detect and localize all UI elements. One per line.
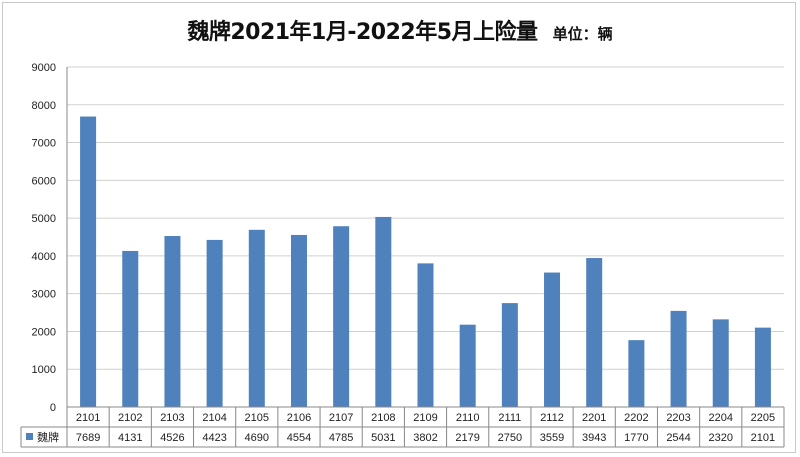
x-tick-label: 2107 bbox=[329, 412, 353, 424]
data-label: 3943 bbox=[582, 432, 606, 444]
data-label: 7689 bbox=[76, 432, 100, 444]
y-tick-label: 7000 bbox=[32, 138, 56, 150]
bar bbox=[544, 272, 561, 407]
chart-title: 魏牌2021年1月-2022年5月上险量 bbox=[187, 20, 538, 45]
bar bbox=[290, 234, 307, 407]
bar bbox=[206, 239, 223, 407]
bar bbox=[586, 258, 603, 407]
y-tick-label: 2000 bbox=[32, 326, 56, 338]
y-tick-label: 1000 bbox=[32, 364, 56, 376]
data-label: 4554 bbox=[287, 432, 311, 444]
data-label: 3802 bbox=[413, 432, 437, 444]
bar bbox=[712, 319, 729, 407]
data-label: 4131 bbox=[118, 432, 142, 444]
gridlines bbox=[67, 66, 784, 370]
x-tick-label: 2101 bbox=[76, 412, 100, 424]
x-tick-label: 2202 bbox=[624, 412, 648, 424]
x-tick-label: 2104 bbox=[202, 412, 226, 424]
x-tick-label: 2204 bbox=[708, 412, 732, 424]
data-label: 2750 bbox=[498, 432, 522, 444]
data-label: 2544 bbox=[666, 432, 690, 444]
x-tick-label: 2106 bbox=[287, 412, 311, 424]
data-label: 4690 bbox=[245, 432, 269, 444]
x-tick-label: 2108 bbox=[371, 412, 395, 424]
data-label: 3559 bbox=[540, 432, 564, 444]
y-tick-label: 0 bbox=[50, 402, 56, 414]
data-table: 2101 7689 2102 4131 2103 4526 2104 4423 2105 4690… bbox=[20, 407, 785, 448]
data-label: 1770 bbox=[624, 432, 648, 444]
x-tick-label: 2112 bbox=[540, 412, 564, 424]
y-tick-label: 9000 bbox=[32, 62, 56, 74]
bar bbox=[670, 310, 687, 407]
data-label: 4526 bbox=[160, 432, 184, 444]
bar bbox=[122, 250, 139, 407]
x-tick-label: 2110 bbox=[456, 412, 480, 424]
data-label: 2179 bbox=[455, 432, 479, 444]
x-tick-label: 2103 bbox=[160, 412, 184, 424]
y-tick-label: 3000 bbox=[32, 289, 56, 301]
bar bbox=[248, 229, 265, 407]
x-tick-label: 2201 bbox=[582, 412, 606, 424]
bar bbox=[417, 263, 434, 407]
bar bbox=[628, 340, 645, 407]
bar bbox=[80, 116, 97, 407]
y-tick-label: 6000 bbox=[32, 175, 56, 187]
x-tick-label: 2111 bbox=[498, 412, 521, 424]
data-label: 2320 bbox=[708, 432, 732, 444]
axes bbox=[66, 67, 784, 408]
x-tick-label: 2102 bbox=[118, 412, 142, 424]
bar bbox=[459, 324, 476, 407]
x-tick-label: 2109 bbox=[413, 412, 437, 424]
y-tick-label: 4000 bbox=[32, 251, 56, 263]
unit-label: 单位：辆 bbox=[552, 25, 613, 43]
x-tick-label: 2205 bbox=[751, 412, 775, 424]
bar bbox=[375, 216, 392, 407]
chart-header: 魏牌2021年1月-2022年5月上险量 单位：辆 bbox=[0, 14, 800, 46]
y-tick-label: 5000 bbox=[32, 213, 56, 225]
y-axis-ticks: 0 1000 2000 3000 4000 5000 6000 7000 8000 9000 bbox=[32, 62, 56, 414]
bar bbox=[754, 327, 771, 407]
data-label: 4423 bbox=[202, 432, 226, 444]
data-label: 5031 bbox=[371, 432, 395, 444]
x-tick-label: 2203 bbox=[666, 412, 690, 424]
bar bbox=[333, 226, 350, 407]
x-tick-label: 2105 bbox=[245, 412, 269, 424]
data-label: 4785 bbox=[329, 432, 353, 444]
y-tick-label: 8000 bbox=[32, 100, 56, 112]
bar bbox=[164, 236, 181, 407]
legend-series-name: 魏牌 bbox=[37, 430, 59, 444]
legend-swatch bbox=[26, 433, 33, 440]
bar bbox=[501, 303, 518, 407]
bars bbox=[80, 116, 771, 407]
data-label: 2101 bbox=[751, 432, 775, 444]
